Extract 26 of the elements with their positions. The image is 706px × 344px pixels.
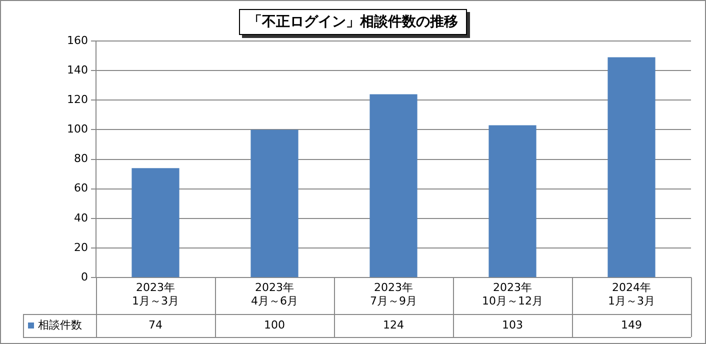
data-label: 74: [148, 318, 162, 332]
y-tick-label: 0: [81, 270, 88, 284]
data-label: 103: [502, 318, 523, 332]
y-tick-label: 100: [67, 122, 88, 136]
bar: [132, 168, 180, 278]
bar: [608, 57, 656, 278]
data-label: 100: [264, 318, 285, 332]
bar: [488, 125, 536, 278]
bar: [370, 94, 418, 278]
y-tick-label: 160: [67, 34, 88, 47]
x-tick-label: 2023年 10月～12月: [482, 281, 543, 308]
data-label: 124: [383, 318, 404, 332]
y-tick-label: 120: [67, 93, 88, 106]
x-tick-label: 2023年 7月～9月: [370, 281, 417, 308]
x-tick-label: 2024年 1月～3月: [608, 281, 655, 308]
y-tick-label: 80: [74, 152, 88, 166]
x-tick-label: 2023年 1月～3月: [132, 281, 179, 308]
data-label: 149: [621, 318, 642, 332]
legend-label: 相談件数: [38, 318, 82, 332]
y-tick-label: 20: [74, 240, 88, 254]
y-tick-label: 140: [67, 63, 88, 76]
chart-title: 「不正ログイン」相談件数の推移: [239, 9, 467, 35]
y-tick-label: 40: [74, 211, 88, 224]
x-tick-label: 2023年 4月～6月: [251, 281, 298, 308]
y-tick-label: 60: [74, 182, 88, 195]
bar: [250, 130, 298, 278]
